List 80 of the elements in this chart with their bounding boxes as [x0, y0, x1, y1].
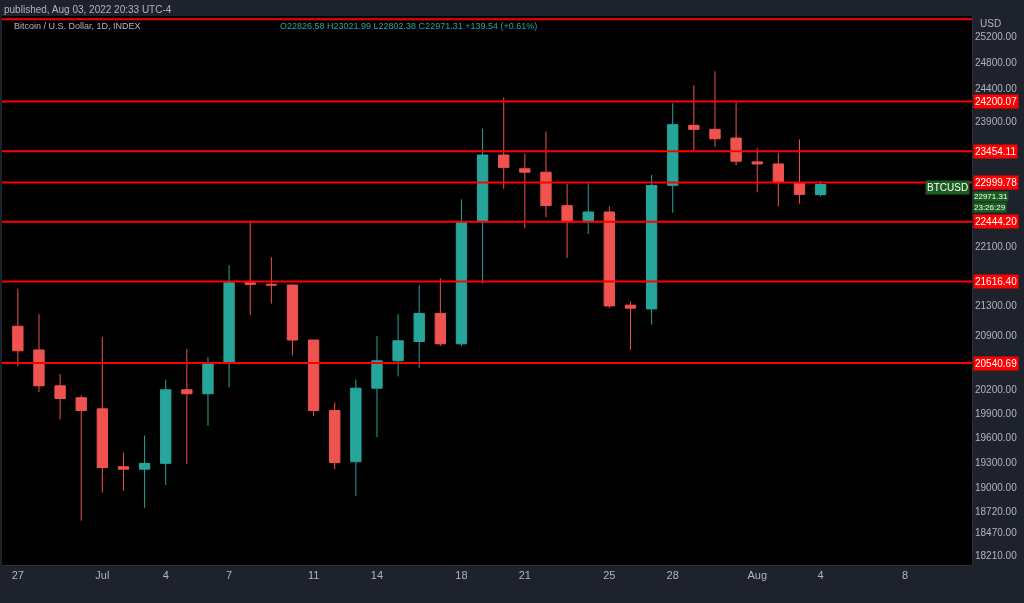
x-tick-label: 4	[162, 569, 169, 582]
candlestick	[603, 205, 616, 309]
y-tick-label: 25200.00	[975, 31, 1018, 43]
y-tick-label: 20900.00	[975, 329, 1018, 341]
candlestick	[476, 128, 489, 285]
candlestick	[413, 284, 425, 369]
candlestick	[329, 401, 341, 470]
candlestick	[624, 300, 637, 351]
candlestick	[223, 264, 235, 388]
candlestick	[688, 84, 700, 153]
candlestick	[645, 174, 658, 326]
ref-line-label: 22999.78	[975, 177, 1018, 188]
y-tick-label: 18720.00	[975, 505, 1018, 517]
x-tick-label: 21	[518, 569, 531, 582]
candlestick	[350, 379, 362, 497]
x-tick-label: Aug	[747, 569, 768, 582]
candlestick	[455, 198, 468, 347]
y-tick-label: 19600.00	[975, 432, 1018, 444]
candlestick	[730, 102, 742, 166]
x-tick-label: 28	[666, 569, 679, 582]
candlestick	[75, 394, 87, 522]
candlestick	[160, 379, 172, 486]
candlestick	[265, 256, 278, 305]
candlestick	[814, 180, 827, 197]
text: 23:26:29	[974, 203, 1006, 212]
x-tick-label: 7	[226, 569, 233, 582]
ref-line-label: 23454.11	[975, 146, 1017, 157]
ref-line-label: 20540.69	[975, 358, 1018, 369]
candlestick	[751, 147, 763, 193]
y-tick-label: 20200.00	[975, 384, 1018, 396]
candlestick	[772, 152, 785, 207]
candlestick	[286, 283, 299, 356]
x-tick-label: 25	[603, 569, 616, 582]
y-tick-label: 23900.00	[975, 115, 1018, 127]
y-tick-label: 19900.00	[975, 408, 1018, 420]
candlestick	[244, 220, 256, 316]
text: published, Aug 03, 2022 20:33 UTC-4	[4, 4, 172, 15]
x-tick-label: 4	[817, 569, 824, 582]
text: Bitcoin / U.S. Dollar, 1D, INDEX	[14, 21, 141, 31]
x-tick-label: 14	[370, 569, 384, 582]
candlestick	[371, 335, 383, 438]
y-tick-label: 19000.00	[975, 482, 1018, 494]
candlestick	[709, 70, 721, 148]
candlestick	[33, 313, 45, 393]
ref-line-label: 21616.40	[975, 276, 1018, 287]
x-tick-label: 11	[307, 569, 320, 582]
x-tick-label: 18	[455, 569, 468, 582]
x-tick-label: 8	[902, 569, 909, 582]
candlestick	[561, 183, 573, 259]
ref-line-label: 24200.07	[975, 96, 1018, 107]
y-tick-label: 19300.00	[975, 457, 1018, 469]
y-tick-label: 22100.00	[975, 240, 1018, 252]
candlestick	[793, 138, 806, 205]
candlestick	[54, 373, 66, 420]
candlestick	[667, 102, 679, 214]
y-tick-label: 24800.00	[975, 56, 1018, 68]
x-tick-label: 27	[11, 569, 24, 582]
y-tick-label: 18210.00	[975, 549, 1018, 561]
candlestick	[181, 348, 193, 465]
candlestick	[12, 288, 24, 367]
candlestick	[498, 96, 510, 190]
candlestick	[138, 434, 151, 509]
y-tick-label: 18470.00	[975, 527, 1018, 539]
x-tick-label: Jul	[95, 569, 110, 582]
candlestick	[540, 130, 552, 218]
candlestick	[434, 277, 447, 347]
y-axis-title: USD	[980, 18, 1002, 29]
candlestick	[202, 356, 214, 427]
candlestick	[307, 339, 320, 417]
ref-line-label: 22444.20	[975, 216, 1018, 227]
candlestick	[96, 336, 109, 494]
annotation: BTCUSD	[927, 182, 969, 193]
y-tick-label: 21300.00	[975, 299, 1018, 311]
text: 22971.31	[974, 192, 1008, 201]
y-tick-label: 24400.00	[975, 82, 1018, 94]
candlestick	[519, 153, 531, 229]
text: O22826.58 H23021.99 L22802.38 C22971.31 +139.54 (+0.61%)	[280, 21, 538, 31]
candlestick	[392, 313, 404, 377]
candlestick	[582, 182, 594, 235]
candlestick	[117, 452, 130, 492]
